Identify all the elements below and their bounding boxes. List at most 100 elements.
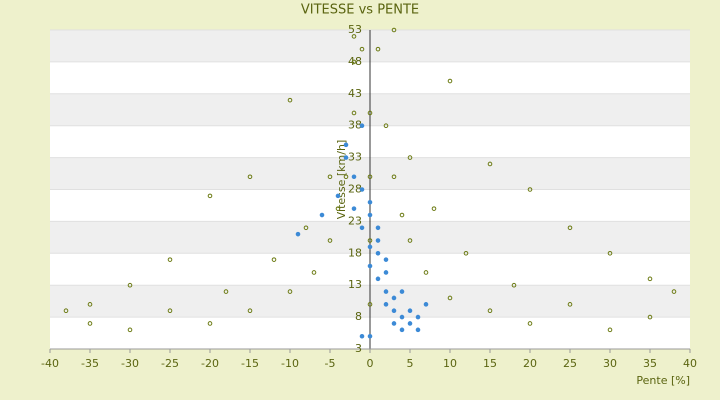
point <box>223 289 229 294</box>
point <box>383 123 389 128</box>
point <box>271 257 277 262</box>
point <box>407 308 413 314</box>
x-tick-label: 20 <box>523 357 537 370</box>
point <box>87 321 93 326</box>
y-tick-label: 18 <box>348 246 362 259</box>
point <box>367 174 373 180</box>
chart-title: VITESSE vs PENTE <box>301 3 419 18</box>
x-tick-label: -30 <box>121 357 139 370</box>
point <box>391 174 397 180</box>
point <box>359 187 365 192</box>
point <box>407 321 413 326</box>
point <box>375 46 381 52</box>
point <box>167 308 173 314</box>
point <box>367 199 373 205</box>
point <box>527 321 533 326</box>
point <box>351 206 357 211</box>
point <box>359 225 365 231</box>
x-axis-label: Pente [%] <box>636 374 690 387</box>
point <box>383 257 389 262</box>
point <box>367 302 373 307</box>
point <box>647 314 653 320</box>
point <box>359 333 365 339</box>
x-tick-label: 25 <box>563 357 577 370</box>
x-tick-label: -25 <box>161 357 179 370</box>
point <box>423 302 429 307</box>
point <box>375 225 381 231</box>
point <box>247 308 253 314</box>
point <box>351 34 357 39</box>
y-tick-label: 3 <box>355 342 362 355</box>
point <box>207 193 213 199</box>
x-tick-label: -10 <box>281 357 299 370</box>
point <box>343 174 349 180</box>
point <box>343 155 349 160</box>
point <box>63 308 69 314</box>
point <box>487 161 493 167</box>
point <box>87 302 93 307</box>
point <box>463 251 469 256</box>
point <box>367 333 373 339</box>
point <box>351 110 357 116</box>
point <box>399 314 405 320</box>
y-tick-label: 53 <box>348 23 362 36</box>
y-tick-label: 13 <box>348 278 362 291</box>
y-tick-label: 28 <box>348 183 362 196</box>
x-tick-label: -35 <box>81 357 99 370</box>
point <box>383 270 389 275</box>
point <box>607 251 613 256</box>
point <box>671 289 677 294</box>
x-tick-label: 30 <box>603 357 617 370</box>
point <box>415 327 421 333</box>
point <box>527 187 533 192</box>
x-tick-label: 40 <box>683 357 697 370</box>
x-tick-label: -15 <box>241 357 259 370</box>
y-tick-label: 38 <box>348 119 362 132</box>
point <box>391 27 397 33</box>
point <box>399 289 405 294</box>
point <box>447 295 453 301</box>
point <box>351 59 357 65</box>
point <box>343 142 349 148</box>
point <box>447 78 453 84</box>
point <box>327 238 333 243</box>
x-tick-label: -5 <box>325 357 336 370</box>
point <box>415 314 421 320</box>
point <box>391 321 397 326</box>
point <box>367 263 373 269</box>
point <box>407 155 413 160</box>
x-tick-label: 5 <box>407 357 414 370</box>
point <box>319 212 325 218</box>
point <box>567 225 573 231</box>
point <box>127 327 133 333</box>
point <box>487 308 493 314</box>
y-axis-label: Vitesse [km/h] <box>335 140 348 220</box>
point <box>303 225 309 231</box>
x-tick-label: -20 <box>201 357 219 370</box>
point <box>167 257 173 262</box>
point <box>399 212 405 218</box>
point <box>383 302 389 307</box>
point <box>407 238 413 243</box>
point <box>375 238 381 243</box>
point <box>511 282 517 288</box>
point <box>359 46 365 52</box>
point <box>335 206 341 211</box>
point <box>367 238 373 243</box>
point <box>367 244 373 250</box>
y-tick-label: 33 <box>348 151 362 164</box>
point <box>647 276 653 282</box>
point <box>391 308 397 314</box>
point <box>287 289 293 294</box>
y-tick-label: 8 <box>355 310 362 323</box>
point <box>607 327 613 333</box>
point <box>127 282 133 288</box>
point <box>247 174 253 180</box>
point <box>327 174 333 180</box>
x-tick-label: 0 <box>367 357 374 370</box>
point <box>375 251 381 256</box>
point <box>359 123 365 128</box>
point <box>295 231 301 237</box>
